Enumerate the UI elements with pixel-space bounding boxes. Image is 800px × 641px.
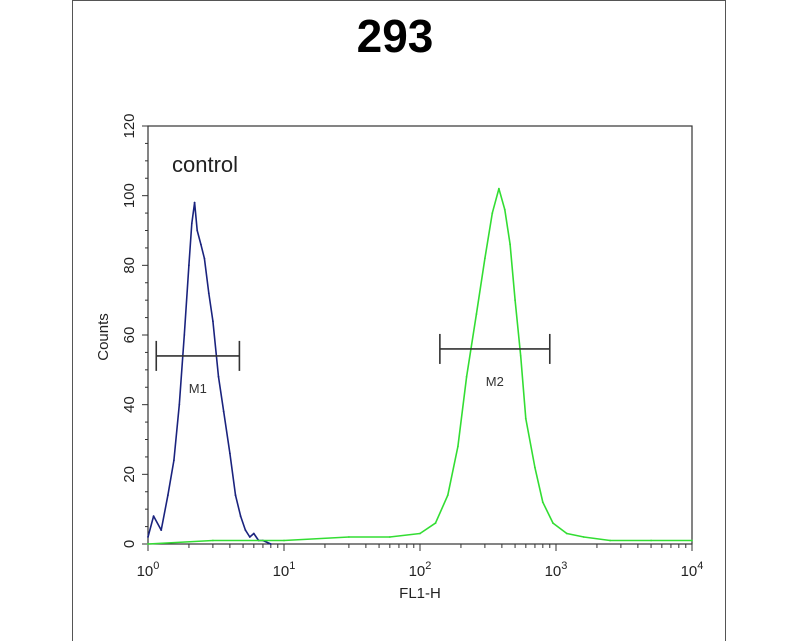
series-1-point (229, 452, 231, 455)
m2-gate-label: M2 (486, 374, 504, 389)
y-tick-label: 100 (121, 183, 138, 208)
series-1-point (252, 532, 255, 535)
series-layer (147, 187, 693, 545)
series-1-point (190, 222, 193, 225)
series-1-point (269, 543, 272, 545)
marker-layer: M1 M2 (155, 333, 551, 396)
plot-area (147, 125, 693, 545)
series-2-point (457, 445, 459, 448)
series-1-point (234, 494, 237, 497)
x-axis: 100 101 102 103 104 (137, 544, 704, 580)
series-1-point (183, 334, 186, 336)
chart-title: 293 (357, 10, 434, 62)
series-2-point (534, 466, 536, 469)
series-2-point (498, 187, 500, 190)
series-2-point (524, 417, 527, 420)
series-2-point (388, 536, 391, 538)
series-2-point (519, 355, 522, 357)
y-tick-label: 40 (121, 396, 138, 413)
series-1-point (173, 459, 175, 462)
series-1-point (193, 201, 196, 204)
series-1-point (217, 375, 220, 378)
series-2-point (419, 532, 421, 535)
series-2-point (650, 539, 652, 542)
series-2-point (503, 208, 506, 211)
series-2-point (582, 536, 585, 538)
series-2-point (509, 243, 511, 246)
series-2-point (491, 212, 494, 215)
y-tick-label: 0 (121, 540, 138, 548)
series-1-point (196, 229, 199, 232)
x-tick-label: 104 (681, 560, 704, 580)
series-2-point (475, 313, 478, 315)
series-2-point (147, 543, 149, 545)
series-2-point (434, 522, 437, 524)
series-2-point (212, 539, 214, 542)
x-tick-label: 100 (137, 560, 160, 580)
x-axis-label: FL1-H (399, 585, 441, 600)
series-2-point (552, 522, 554, 524)
series-1-point (212, 320, 214, 322)
y-tick-label: 20 (121, 466, 138, 483)
series-1-point (188, 264, 190, 267)
series-2-point (348, 536, 350, 538)
y-axis-label: Counts (95, 313, 112, 361)
series-1-point (244, 529, 247, 531)
series-2-point (565, 532, 568, 535)
series-1-point (222, 410, 225, 413)
series-1-point (160, 529, 163, 531)
histogram-series-1 (147, 201, 272, 545)
series-1-point (200, 243, 202, 246)
series-2-point (541, 501, 544, 504)
m1-gate-label: M1 (189, 381, 207, 396)
x-tick-label: 101 (273, 560, 296, 580)
series-1-point (167, 494, 169, 497)
x-tick-label: 102 (409, 560, 432, 580)
y-tick-label: 120 (121, 113, 138, 138)
y-axis: 0 20 40 60 80 100 120 (121, 113, 148, 548)
series-1-point (239, 515, 242, 517)
figure-frame (72, 0, 726, 641)
histogram-chart: 293 0 20 40 60 80 100 120 100 101 102 103 104 M1 M2… (95, 10, 704, 600)
series-1-point (203, 257, 206, 260)
series-1-point (178, 403, 181, 406)
histogram-series-2 (147, 187, 692, 545)
y-tick-label: 60 (121, 327, 138, 344)
series-2-point (514, 299, 516, 302)
y-tick-label: 80 (121, 257, 138, 274)
series-1-point (207, 292, 210, 295)
series-2-point (484, 257, 486, 260)
series-2-point (609, 539, 611, 542)
control-annotation: control (172, 152, 238, 177)
series-2-point (465, 375, 468, 378)
series-2-point (446, 494, 449, 497)
series-1-point (152, 515, 155, 517)
series-2-point (283, 539, 285, 542)
series-2-point (691, 539, 693, 542)
x-tick-label: 103 (545, 560, 568, 580)
series-1-point (248, 536, 251, 538)
series-1-point (147, 536, 149, 538)
